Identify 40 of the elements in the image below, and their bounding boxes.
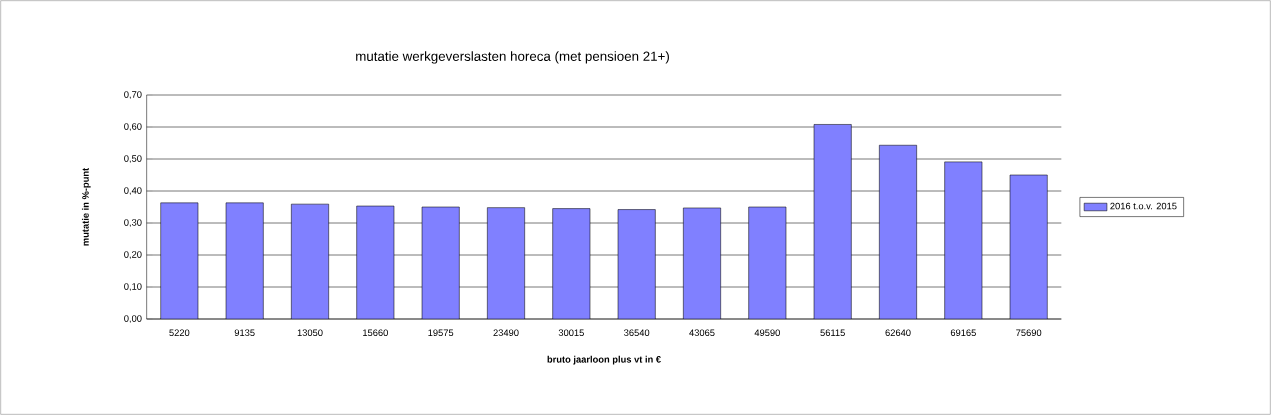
y-tick-label: 0,40: [124, 187, 142, 195]
x-tick-label: 49590: [754, 329, 780, 336]
x-tick-label: 36540: [624, 329, 650, 336]
x-tick-label: 23490: [493, 329, 519, 336]
bar: [617, 209, 656, 319]
y-tick-label: 0,60: [124, 123, 142, 131]
bar: [748, 206, 787, 319]
bar: [291, 203, 329, 319]
x-tick-label: 69165: [950, 329, 976, 336]
x-tick-label: 9135: [234, 329, 255, 336]
bar: [421, 206, 460, 319]
bar: [160, 202, 199, 319]
y-tick-label: 0,20: [124, 251, 142, 259]
bar: [487, 207, 525, 319]
y-tick-label: 0,10: [124, 283, 142, 291]
x-tick-label: 75690: [1016, 329, 1042, 336]
x-axis-title: bruto jaarloon plus vt in €: [547, 355, 661, 365]
y-tick-label: 0,00: [124, 315, 142, 323]
y-axis-title: mutatie in %-punt: [81, 167, 91, 246]
x-tick-label: 15660: [363, 329, 388, 336]
bar: [683, 207, 721, 319]
chart-title: mutatie werkgeverslasten horeca (met pensioen 21+): [356, 51, 669, 64]
legend-label: 2016 t.o.v. 2015: [1110, 202, 1177, 210]
x-tick-label: 56115: [820, 329, 845, 336]
bar: [225, 202, 264, 319]
y-tick-label: 0,50: [124, 155, 142, 163]
x-tick-label: 13050: [297, 329, 323, 336]
bar: [944, 161, 983, 319]
x-tick-label: 5220: [169, 329, 190, 336]
x-tick-label: 43065: [689, 329, 715, 336]
y-tick-label: 0,30: [124, 219, 142, 227]
y-tick-label: 0,70: [124, 91, 142, 99]
bar: [1009, 174, 1048, 319]
bar: [813, 124, 852, 319]
bar: [356, 205, 395, 319]
bar: [552, 208, 591, 319]
x-tick-label: 62640: [885, 329, 911, 336]
x-tick-label: 30015: [558, 329, 584, 336]
x-tick-label: 19575: [428, 329, 454, 336]
bar: [879, 144, 917, 319]
